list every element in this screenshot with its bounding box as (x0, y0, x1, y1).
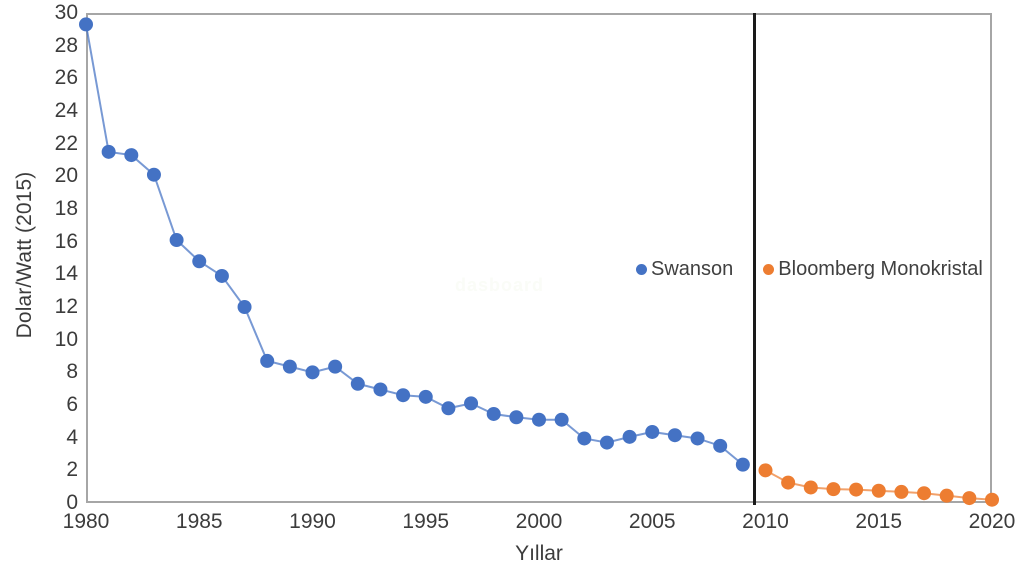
y-tick-label: 4 (66, 425, 78, 449)
y-tick-label: 24 (54, 99, 78, 122)
x-tick-label: 1980 (62, 510, 110, 533)
y-tick-label: 12 (54, 295, 78, 318)
legend-label-swanson: Swanson (651, 258, 734, 280)
chart-legend: Swanson Bloomberg Monokristal (636, 258, 983, 281)
y-axis-title: Dolar/Watt (2015) (13, 171, 36, 339)
x-tick-label: 2010 (742, 510, 789, 533)
y-tick-label: 28 (54, 33, 78, 57)
legend-entry-bloomberg-monokristal[interactable]: Bloomberg Monokristal (763, 258, 983, 281)
y-tick-label: 30 (54, 1, 78, 24)
x-tick-label: 1985 (175, 510, 223, 533)
x-tick-label: 2005 (628, 510, 676, 533)
y-tick-label: 14 (54, 262, 78, 286)
x-tick-label: 2000 (515, 510, 563, 533)
x-tick-label: 2015 (855, 510, 903, 533)
legend-marker-swanson (636, 264, 647, 275)
x-tick-label: 2020 (968, 510, 1016, 533)
legend-marker-bloomberg-monokristal (763, 264, 775, 275)
x-tick-label: 1990 (289, 510, 336, 533)
legend-entry-swanson[interactable]: Swanson (636, 258, 733, 281)
y-tick-label: 22 (54, 131, 78, 155)
series-divider-line (753, 13, 757, 505)
watermark: dasboard (455, 275, 545, 295)
y-tick-label: 20 (54, 164, 78, 188)
y-tick-label: 18 (54, 197, 78, 220)
y-tick-label: 2 (66, 458, 78, 482)
y-tick-label: 10 (54, 327, 78, 351)
y-tick-label: 16 (54, 229, 78, 253)
y-tick-label: 6 (66, 393, 78, 416)
x-tick-label: 1995 (402, 510, 450, 533)
y-tick-label: 0 (66, 491, 78, 514)
legend-label-bloomberg-monokristal: Bloomberg Monokristal (778, 258, 983, 280)
x-axis-title: Yıllar (515, 542, 563, 565)
y-tick-label: 8 (66, 360, 78, 384)
y-tick-label: 26 (54, 66, 78, 90)
